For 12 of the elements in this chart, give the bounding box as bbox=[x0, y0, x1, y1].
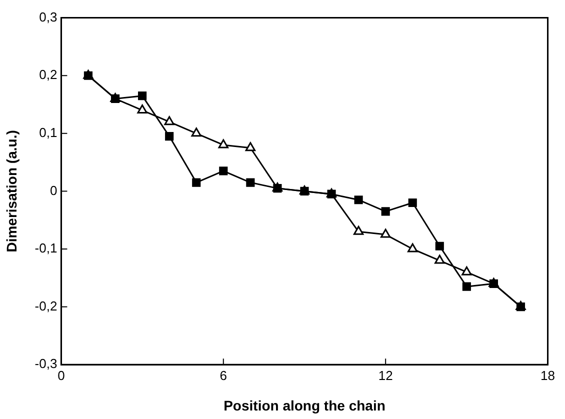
y-tick-label: 0,2 bbox=[39, 67, 58, 82]
y-tick-label: -0,1 bbox=[34, 240, 58, 256]
x-tick-label: 12 bbox=[378, 368, 393, 383]
y-tick-label: 0,3 bbox=[39, 9, 58, 24]
x-tick-label: 6 bbox=[220, 368, 228, 383]
y-tick-label: 0 bbox=[50, 182, 58, 198]
y-axis-title: Dimerisation (a.u.) bbox=[3, 130, 20, 252]
y-tick-label: 0,1 bbox=[39, 124, 58, 140]
x-axis-title: Position along the chain bbox=[224, 397, 386, 414]
y-tick-label: -0,2 bbox=[34, 298, 58, 314]
x-tick-label: 18 bbox=[540, 368, 556, 383]
y-tick-label: -0,3 bbox=[34, 356, 58, 372]
